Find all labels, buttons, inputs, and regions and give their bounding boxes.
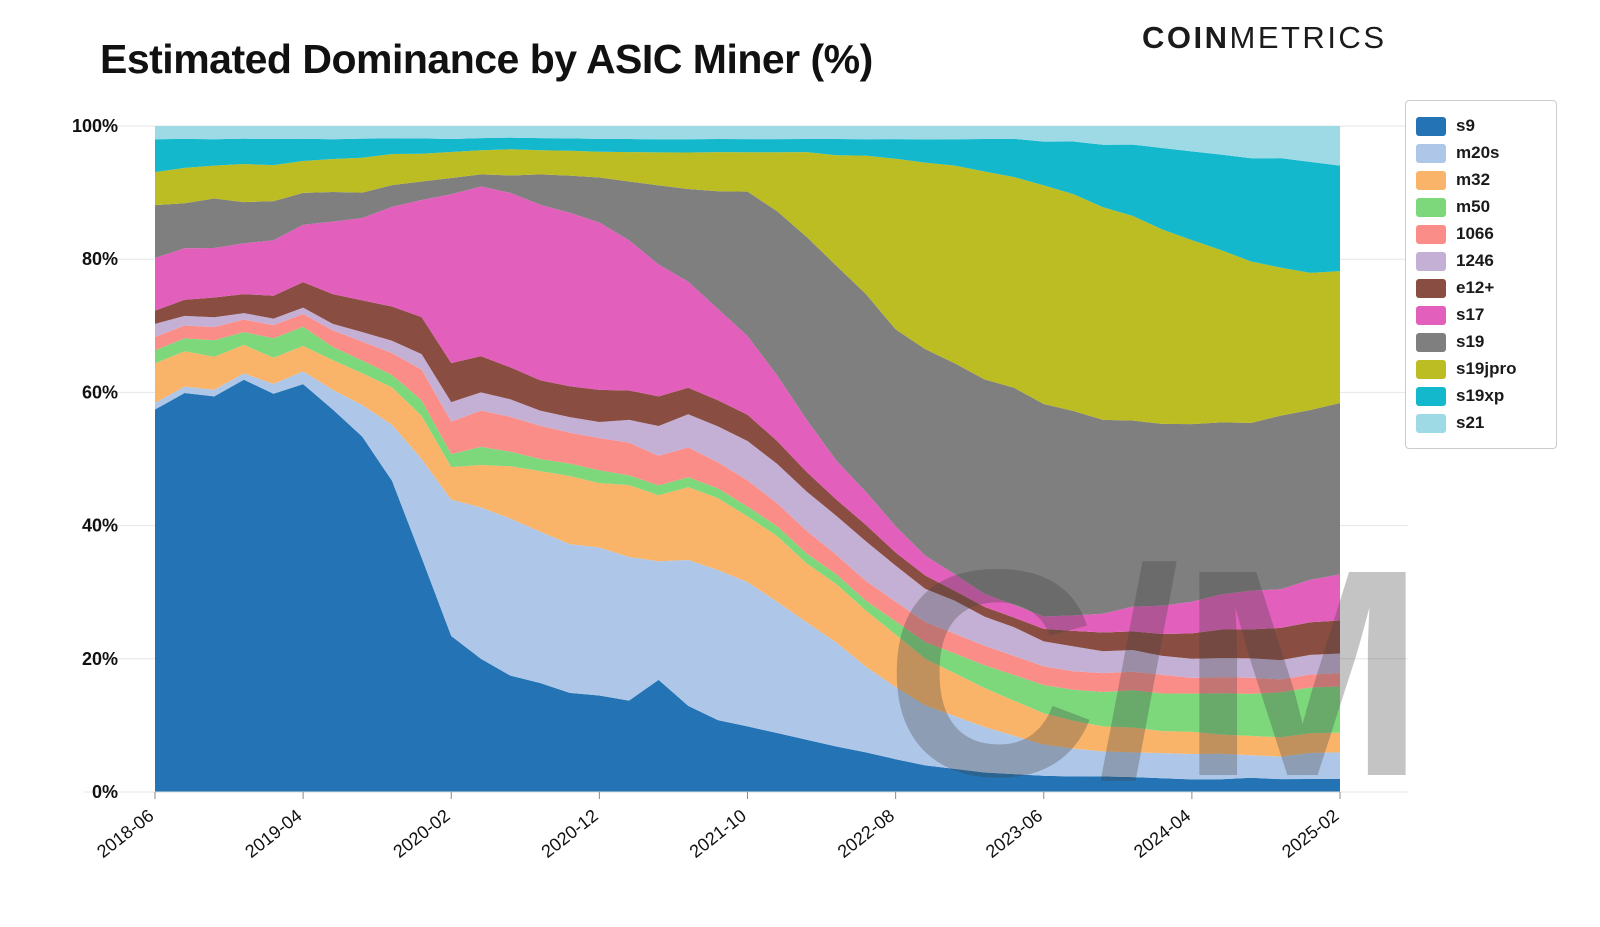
legend-label: s19xp [1456,386,1505,405]
legend-label: s21 [1456,413,1485,432]
x-axis-tick-label: 2019-04 [241,805,305,861]
area-m50 [155,326,1340,738]
area-m32 [155,344,1340,757]
legend-item-1246: 1246 [1416,251,1546,271]
legend-item-s9: s9 [1416,116,1546,136]
area-e12+ [155,282,1340,661]
y-axis-tick-label: 100% [72,116,118,136]
legend-item-e12+: e12+ [1416,278,1546,298]
y-axis-tick-label: 60% [82,382,118,402]
x-axis-tick-label: 2020-12 [537,805,601,861]
coinmetrics-watermark: C/M [885,508,1426,838]
coinmetrics-logo: COINMETRICS [1142,20,1387,56]
legend-item-s19xp: s19xp [1416,386,1546,406]
area-m20s [155,371,1340,780]
legend-swatch-1066 [1416,224,1446,244]
area-1066 [155,314,1340,694]
legend-item-m50: m50 [1416,197,1546,217]
legend-swatch-m20s [1416,143,1446,163]
area-s9 [155,379,1340,792]
x-axis-tick-label: 2020-02 [389,805,453,861]
y-axis-tick-label: 0% [92,782,118,802]
legend-swatch-s17 [1416,305,1446,325]
legend-swatch-e12+ [1416,278,1446,298]
legend-item-m20s: m20s [1416,143,1546,163]
legend-swatch-s19jpro [1416,359,1446,379]
legend-label: 1246 [1456,251,1494,270]
y-axis-tick-label: 80% [82,249,118,269]
y-axis-tick-label: 40% [82,516,118,536]
area-s19jpro [155,149,1340,425]
legend-swatch-s9 [1416,116,1446,136]
legend-swatch-s21 [1416,413,1446,433]
legend-label: s17 [1456,305,1485,324]
logo-metrics-text: METRICS [1229,20,1387,55]
legend-label: m20s [1456,143,1500,162]
legend-swatch-s19xp [1416,386,1446,406]
legend-swatch-m50 [1416,197,1446,217]
x-axis-tick-label: 2021-10 [686,805,750,861]
legend-item-m32: m32 [1416,170,1546,190]
area-s17 [155,186,1340,634]
legend-label: s9 [1456,116,1475,135]
legend-item-s21: s21 [1416,413,1546,433]
legend-label: m32 [1456,170,1491,189]
legend-label: s19 [1456,332,1485,351]
legend: s9 m20s m32 m50 1066 1246 e12+ s17 s19 s19jpro s19… [1405,100,1557,449]
chart-title: Estimated Dominance by ASIC Miner (%) [100,36,873,82]
area-s19xp [155,137,1340,273]
y-axis-tick-label: 20% [82,649,118,669]
legend-swatch-m32 [1416,170,1446,190]
area-s19 [155,174,1340,617]
legend-item-s17: s17 [1416,305,1546,325]
legend-item-s19jpro: s19jpro [1416,359,1546,379]
legend-swatch-1246 [1416,251,1446,271]
logo-coin-text: COIN [1142,20,1230,55]
legend-label: e12+ [1456,278,1495,297]
legend-label: m50 [1456,197,1491,216]
chart-areas [155,126,1340,792]
legend-swatch-s19 [1416,332,1446,352]
x-axis-tick-label: 2018-06 [93,805,157,861]
legend-item-1066: 1066 [1416,224,1546,244]
area-s21 [155,126,1340,166]
legend-item-s19: s19 [1416,332,1546,352]
legend-label: 1066 [1456,224,1494,243]
legend-label: s19jpro [1456,359,1517,378]
